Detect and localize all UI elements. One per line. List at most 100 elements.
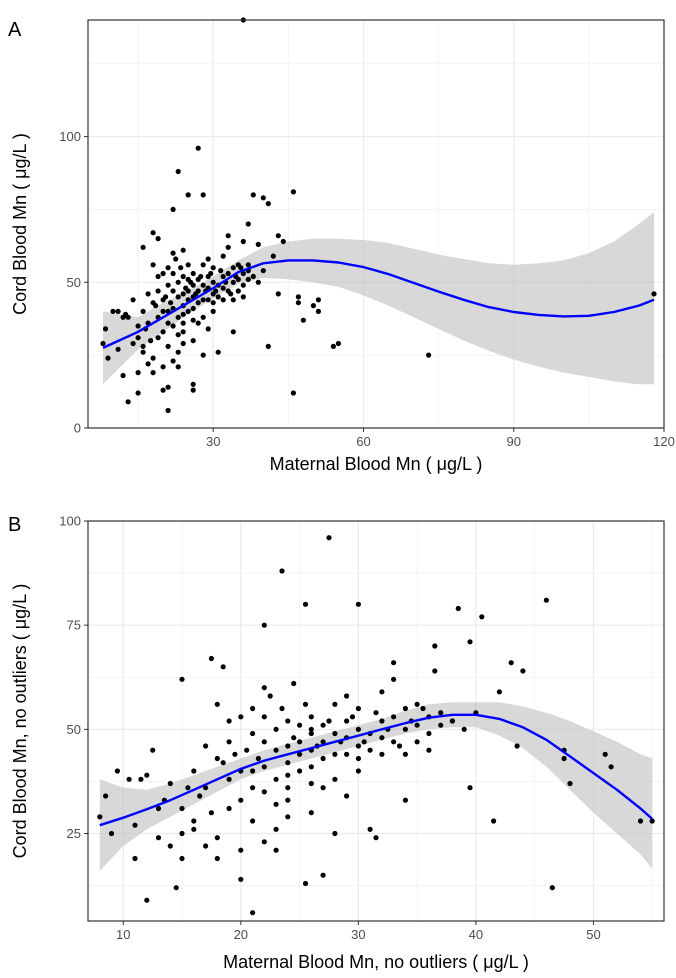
chart-b: 10 20 30 40 50 25 50 75 100 Maternal Blood Mn, no… [8,514,665,972]
data-point [170,358,176,364]
data-point [637,818,644,824]
x-tick-label: 30 [351,927,365,942]
data-point [179,676,185,682]
x-tick-label: 90 [507,434,521,449]
data-point [355,755,361,762]
data-point [238,797,244,803]
data-point [167,780,173,787]
data-point [240,238,246,245]
data-point [230,297,236,303]
data-point [126,776,132,782]
data-point [261,622,267,628]
data-point [432,668,438,674]
data-point [160,308,166,314]
data-point [167,843,173,849]
data-point [326,535,332,541]
data-point [379,689,385,695]
data-point [261,714,267,720]
data-point [191,818,197,824]
data-point [332,751,338,757]
data-point [208,655,214,662]
data-point [214,855,220,862]
data-point [320,755,326,762]
data-point [367,747,373,753]
data-point [355,726,361,732]
data-point [308,726,314,732]
data-point [561,755,567,762]
data-point [210,300,216,306]
data-point [185,288,191,294]
y-tick-label: 50 [67,722,81,737]
data-point [226,718,232,724]
data-point [275,291,281,297]
data-point [361,739,367,745]
data-point [150,747,156,753]
data-points [97,535,655,916]
data-point [290,189,296,195]
data-point [165,384,171,390]
data-point [135,370,141,376]
data-point [261,839,267,845]
data-point [135,390,141,396]
data-point [285,718,291,724]
data-point [210,308,216,314]
data-point [120,372,126,379]
data-point [175,332,181,338]
data-point [265,343,271,349]
data-point [308,764,314,770]
data-point [144,897,150,903]
data-point [150,370,156,376]
data-point [273,726,279,732]
data-point [330,343,336,349]
data-point [514,743,520,749]
data-point [175,168,181,175]
data-point [179,830,185,837]
data-point [302,601,309,607]
data-point [165,265,171,271]
data-point [218,268,224,274]
data-point [402,726,408,732]
data-point [261,764,267,770]
data-point [332,830,338,837]
data-point [273,847,279,853]
data-point [179,805,185,812]
data-point [235,276,241,282]
data-point [238,847,244,853]
data-point [160,387,166,393]
data-point [426,352,432,358]
data-point [190,270,196,277]
data-point [291,735,297,741]
data-point [145,291,151,297]
data-point [297,722,303,728]
data-point [203,843,209,849]
data-point [273,826,279,832]
data-point [178,265,184,271]
data-point [200,262,206,268]
x-tick-label: 40 [469,927,483,942]
data-point [190,338,196,344]
data-point [195,320,201,326]
y-tick-label: 75 [67,618,81,633]
data-point [344,793,350,799]
data-point [426,730,432,737]
data-point [290,390,296,396]
data-point [391,676,397,682]
data-point [102,326,109,332]
y-axis-title: Cord Blood Mn ( μg/L ) [10,133,30,315]
data-point [250,818,256,824]
data-point [273,801,279,807]
data-point [205,256,211,262]
data-point [250,192,256,198]
data-point [250,730,256,737]
data-point [163,294,169,300]
data-point [135,335,141,341]
data-point [549,885,555,891]
data-point [461,726,467,732]
data-point [148,338,154,344]
data-point [170,323,176,329]
data-point [215,294,221,300]
data-point [373,710,379,716]
data-point [220,285,226,291]
data-point [205,326,211,332]
x-tick-label: 60 [356,434,370,449]
